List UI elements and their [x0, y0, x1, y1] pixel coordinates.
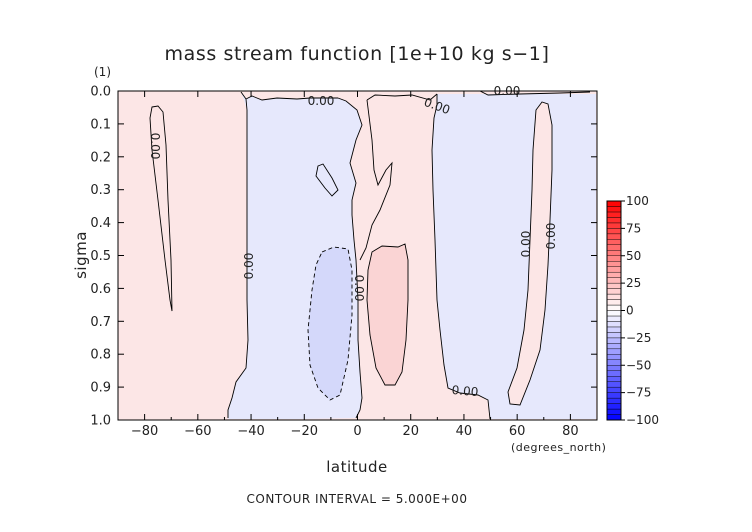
colorbar-swatch: [606, 397, 622, 404]
zero-contour-tropics: [337, 97, 363, 419]
colorbar-label: −75: [626, 386, 651, 400]
colorbar-swatch: [606, 343, 622, 350]
colorbar-swatch: [606, 408, 622, 415]
colorbar-swatch: [606, 271, 622, 278]
contour-label: 0.00: [242, 253, 256, 280]
x-axis-label: latitude: [326, 458, 388, 476]
colorbar-swatch: [606, 261, 622, 267]
contour-label: 0.00: [308, 94, 335, 108]
nh-negative-region: [432, 94, 596, 419]
colorbar-swatch: [606, 403, 622, 410]
colorbar-swatch: [606, 337, 622, 344]
small-negative-cell: [315, 163, 339, 197]
x-axis: −80 −60 −40 −20 0 20 40 60 80: [117, 91, 598, 439]
x-tick-label: −60: [184, 424, 211, 439]
colorbar-swatch: [606, 381, 622, 388]
colorbar-swatch: [606, 304, 622, 311]
contour-label: 0.00: [451, 383, 479, 399]
colorbar-label: −100: [626, 413, 659, 427]
plot-area: [118, 91, 597, 420]
y-tick-label: 0.1: [90, 117, 111, 132]
colorbar-swatch: [606, 282, 622, 289]
colorbar-swatch: [606, 365, 622, 371]
colorbar-swatch: [606, 326, 622, 333]
x-tick-label: −80: [131, 424, 158, 439]
colorbar: −100 −75 −50 −25 0 25 50 75 100: [606, 194, 659, 427]
colorbar-swatch: [606, 233, 622, 240]
colorbar-swatch: [606, 250, 622, 256]
colorbar-label: 25: [626, 276, 641, 290]
colorbar-swatch: [606, 392, 622, 399]
contour-label: 0.00: [544, 223, 558, 250]
tropical-positive-cell: [366, 243, 409, 386]
y-tick-label: 0.9: [90, 381, 111, 396]
y-tick-label: 0.7: [90, 315, 111, 330]
contour-label: 0.00: [352, 275, 366, 302]
colorbar-swatch: [606, 206, 622, 213]
y-tick-label: 0.0: [90, 85, 111, 100]
colorbar-label: −50: [626, 358, 651, 372]
zero-contour-nh: [431, 94, 491, 420]
y-axis-label: sigma: [72, 231, 90, 279]
colorbar-swatch: [606, 255, 622, 262]
x-tick-label: 0: [353, 424, 361, 439]
y-axis: 0.0 0.1 0.2 0.3 0.4 0.5 0.6 0.7 0.8 0.9 1.0: [90, 85, 597, 429]
y-tick-label: 0.4: [90, 216, 111, 231]
colorbar-swatch: [606, 239, 622, 245]
y-tick-label: 0.8: [90, 348, 111, 363]
contour-label: 0.00: [148, 133, 162, 160]
contour-interval-footer: CONTOUR INTERVAL = 5.000E+00: [247, 492, 468, 506]
colorbar-swatch: [606, 217, 622, 224]
colorbar-swatch: [606, 299, 622, 306]
narrow-positive-cell: [149, 105, 173, 312]
colorbar-swatch: [606, 244, 622, 251]
high-lat-positive-cell: [507, 101, 553, 406]
x-tick-label: −20: [291, 424, 318, 439]
colorbar-swatch: [606, 376, 622, 382]
x-tick-label: 20: [402, 424, 419, 439]
y-units-label: (1): [94, 65, 111, 79]
y-tick-label: 0.2: [90, 150, 111, 165]
x-tick-label: 40: [456, 424, 473, 439]
x-tick-label: 60: [509, 424, 526, 439]
zero-contour-sh: [227, 91, 249, 418]
zero-contour-equatorial: [359, 99, 393, 261]
colorbar-swatch: [606, 277, 622, 284]
colorbar-swatch: [606, 222, 622, 229]
x-units-label: (degrees_north): [511, 441, 606, 454]
colorbar-swatch: [606, 359, 622, 366]
y-tick-label: 0.3: [90, 183, 111, 198]
colorbar-label: 0: [626, 304, 634, 318]
y-tick-label: 0.6: [90, 282, 111, 297]
y-tick-label: 1.0: [90, 414, 111, 429]
x-tick-label: −40: [237, 424, 264, 439]
colorbar-label: 75: [626, 221, 641, 235]
colorbar-swatch: [606, 310, 622, 317]
colorbar-swatch: [606, 386, 622, 393]
contour-label: 0.00: [519, 231, 533, 258]
tropical-negative-cell: [307, 246, 353, 401]
colorbar-swatch: [606, 354, 622, 360]
colorbar-swatch: [606, 370, 622, 377]
colorbar-swatch: [606, 315, 622, 322]
x-tick-label: 80: [562, 424, 579, 439]
y-tick-label: 0.5: [90, 249, 111, 264]
colorbar-swatch: [606, 211, 622, 218]
colorbar-label: −25: [626, 331, 651, 345]
colorbar-label: 50: [626, 249, 641, 263]
colorbar-swatch: [606, 200, 622, 207]
colorbar-swatch: [606, 288, 622, 295]
colorbar-swatch: [606, 228, 622, 235]
colorbar-label: 100: [626, 194, 649, 208]
colorbar-swatch: [606, 321, 622, 328]
colorbar-swatch: [606, 266, 622, 273]
colorbar-swatch: [606, 332, 622, 339]
colorbar-swatch: [606, 414, 622, 421]
colorbar-swatch: [606, 348, 622, 355]
colorbar-swatch: [606, 293, 622, 300]
chart-title: mass stream function [1e+10 kg s−1]: [164, 43, 549, 65]
